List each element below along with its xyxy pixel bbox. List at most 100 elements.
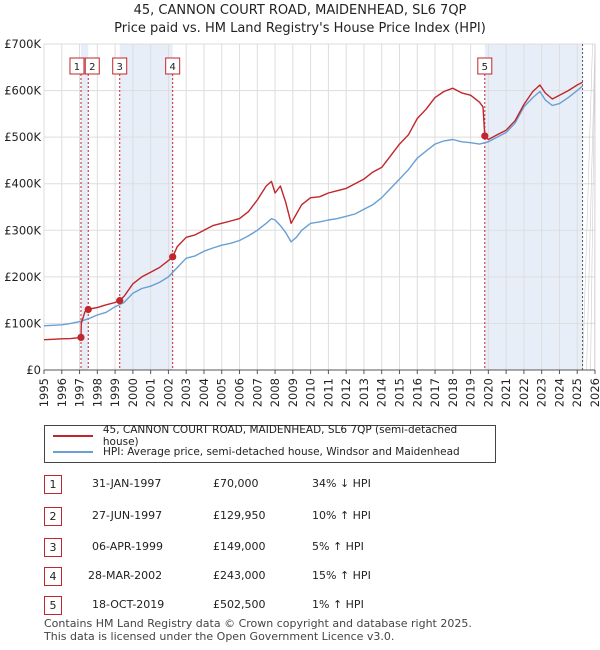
table-row-price: £149,000 — [213, 540, 266, 553]
transaction-label-text: 4 — [169, 62, 175, 73]
future-hatch — [582, 43, 593, 371]
x-tick-label: 2021 — [499, 378, 513, 407]
table-row-hpi: 10% ↑ HPI — [312, 509, 371, 522]
transaction-label-text: 2 — [89, 62, 95, 73]
x-tick-label: 2013 — [357, 378, 371, 407]
x-tick-label: 2006 — [233, 378, 247, 407]
transaction-marker — [77, 333, 85, 341]
x-tick-label: 2009 — [286, 378, 300, 407]
shaded-period — [484, 44, 583, 370]
y-tick-label: £500K — [4, 130, 41, 144]
table-row: 1 31-JAN-1997 £70,000 34% ↓ HPI — [0, 475, 600, 495]
table-row-marker: 2 — [44, 507, 62, 526]
transaction-marker — [84, 305, 92, 314]
y-tick-label: £400K — [4, 177, 41, 191]
legend-price-label: 45, CANNON COURT ROAD, MAIDENHEAD, SL6 7… — [102, 424, 458, 448]
table-row-date: 06-APR-1999 — [92, 540, 164, 553]
y-tick-label: £200K — [4, 270, 41, 284]
x-tick-label: 2004 — [197, 378, 211, 407]
hpi-line — [43, 85, 584, 327]
table-row-marker: 1 — [44, 475, 62, 494]
x-tick-label: 1995 — [37, 378, 51, 407]
x-tick-label: 2017 — [428, 378, 442, 407]
x-tick-label: 2005 — [215, 378, 229, 407]
table-row-date: 18-OCT-2019 — [92, 598, 165, 611]
transaction-marker — [169, 253, 177, 261]
chart-title-line1: 45, CANNON COURT ROAD, MAIDENHEAD, SL6 7… — [133, 3, 467, 18]
footer: Contains HM Land Registry data © Crown c… — [44, 617, 472, 643]
x-tick-label: 2002 — [161, 378, 175, 407]
x-tick-label: 1999 — [108, 378, 122, 407]
table-row: 5 18-OCT-2019 £502,500 1% ↑ HPI — [0, 596, 600, 616]
table-row-hpi: 1% ↑ HPI — [312, 598, 364, 611]
table-row-price: £243,000 — [213, 569, 266, 582]
x-tick-label: 2020 — [481, 378, 495, 407]
transaction-label-box — [477, 57, 493, 75]
x-tick-label: 2015 — [392, 378, 406, 407]
transaction-label-box — [112, 57, 128, 75]
legend-hpi-swatch — [53, 451, 93, 453]
transaction-marker — [481, 132, 489, 140]
x-tick-label: 2023 — [535, 378, 549, 407]
footer-copyright: Contains HM Land Registry data © Crown c… — [44, 617, 472, 630]
table-row-date: 28-MAR-2002 — [88, 569, 163, 582]
table-row-price: £502,500 — [213, 598, 266, 611]
table-row-hpi: 5% ↑ HPI — [312, 540, 364, 553]
transaction-label-text: 1 — [74, 62, 80, 73]
x-tick-label: 2019 — [464, 378, 478, 407]
x-tick-label: 2008 — [268, 378, 282, 407]
transaction-label-box — [84, 57, 100, 75]
table-row-marker: 5 — [44, 596, 62, 615]
legend-item-hpi: HPI: Average price, semi-detached house,… — [53, 444, 460, 460]
legend-hpi-label: HPI: Average price, semi-detached house,… — [103, 446, 460, 458]
x-tick-label: 2007 — [250, 378, 264, 407]
table-row: 2 27-JUN-1997 £129,950 10% ↑ HPI — [0, 507, 600, 527]
future-hatch — [586, 43, 596, 371]
x-tick-label: 1998 — [90, 378, 104, 407]
table-row: 3 06-APR-1999 £149,000 5% ↑ HPI — [0, 538, 600, 558]
x-tick-label: 2014 — [375, 378, 389, 407]
y-tick-label: £100K — [4, 316, 41, 330]
y-tick-label: £0 — [26, 363, 41, 377]
transaction-label-text: 3 — [117, 62, 123, 73]
table-row-hpi: 15% ↑ HPI — [312, 569, 371, 582]
x-tick-label: 2026 — [588, 378, 600, 407]
y-tick-label: £600K — [4, 84, 41, 98]
transaction-marker — [116, 297, 124, 305]
shaded-period — [80, 44, 89, 370]
x-tick-label: 2016 — [410, 378, 424, 407]
legend-price-swatch — [53, 435, 93, 437]
x-tick-label: 2018 — [446, 378, 460, 407]
x-tick-label: 2001 — [144, 378, 158, 407]
x-tick-label: 2010 — [304, 378, 318, 407]
transaction-label-text: 5 — [482, 62, 488, 73]
x-tick-label: 2022 — [517, 378, 531, 407]
table-row-hpi: 34% ↓ HPI — [312, 477, 371, 490]
x-tick-label: 1996 — [55, 378, 69, 407]
footer-license: This data is licensed under the Open Gov… — [44, 630, 395, 643]
x-tick-label: 2003 — [179, 378, 193, 407]
x-tick-label: 1997 — [73, 378, 87, 407]
y-tick-label: £700K — [4, 37, 41, 51]
transaction-label-box — [165, 57, 181, 75]
x-tick-label: 2024 — [552, 378, 566, 407]
x-tick-label: 2000 — [126, 378, 140, 407]
future-hatch — [590, 43, 596, 371]
table-row-marker: 4 — [44, 567, 62, 586]
shaded-period — [119, 44, 173, 370]
y-tick-label: £300K — [4, 223, 41, 237]
table-row-marker: 3 — [44, 538, 62, 557]
transaction-label-box — [69, 57, 85, 75]
x-tick-label: 2012 — [339, 378, 353, 407]
x-tick-label: 2011 — [321, 378, 335, 407]
table-row-date: 27-JUN-1997 — [92, 509, 163, 522]
table-row-date: 31-JAN-1997 — [92, 477, 162, 490]
table-row-price: £129,950 — [213, 509, 266, 522]
legend-item-price: 45, CANNON COURT ROAD, MAIDENHEAD, SL6 7… — [53, 424, 495, 448]
x-tick-label: 2025 — [570, 378, 584, 407]
table-row: 4 28-MAR-2002 £243,000 15% ↑ HPI — [0, 567, 600, 587]
legend: 45, CANNON COURT ROAD, MAIDENHEAD, SL6 7… — [44, 424, 496, 463]
table-row-price: £70,000 — [213, 477, 259, 490]
chart-title-line2: Price paid vs. HM Land Registry's House … — [114, 21, 486, 36]
